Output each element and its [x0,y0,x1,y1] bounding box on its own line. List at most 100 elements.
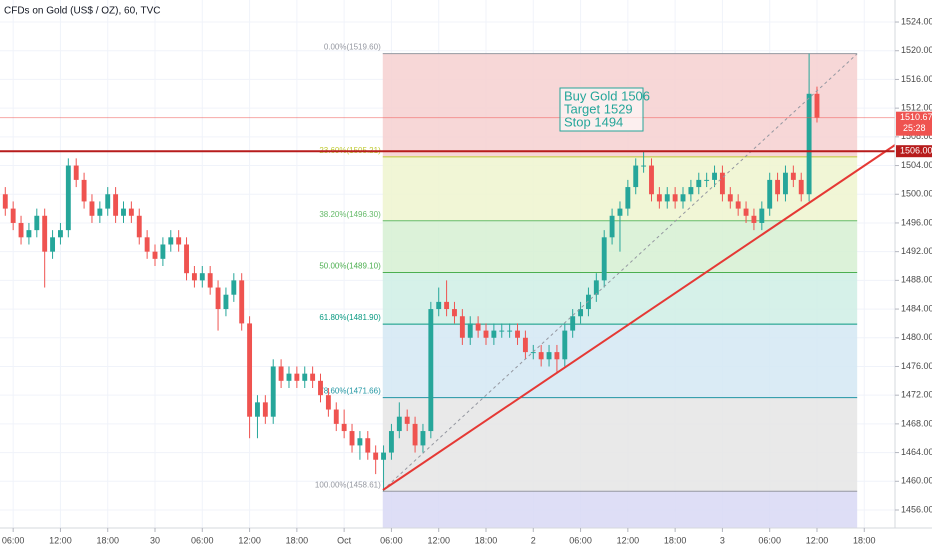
candle-body [34,215,40,231]
candle-body [105,194,111,209]
candle-body [475,323,481,331]
fib-label: 50.00%(1489.10) [319,262,381,271]
candle-body [483,330,489,338]
y-tick-label: 1488.00 [901,275,932,285]
x-tick-label: 06:00 [569,535,592,545]
fib-label: 0.00%(1519.60) [324,43,381,52]
x-tick-label: 2 [531,535,536,545]
y-tick-label: 1504.00 [901,160,932,170]
y-tick-label: 1480.00 [901,332,932,342]
candle-body [341,423,347,432]
candle-body [89,201,95,216]
x-tick-label: 06:00 [191,535,214,545]
candle-body [783,172,788,195]
candle-body [302,373,308,381]
candle-body [459,316,465,338]
x-tick-label: 18:00 [286,535,309,545]
x-tick-label: 18:00 [475,535,498,545]
fib-band [382,272,858,325]
y-tick-label: 1456.00 [901,504,932,514]
candle-body [160,244,166,259]
x-tick-label: 18:00 [664,535,687,545]
candle-body [349,431,355,446]
annotation-line: Target 1529 [564,101,633,116]
x-tick-label: 18:00 [853,535,876,545]
candle-body [247,323,253,417]
y-tick-label: 1520.00 [901,45,932,55]
last-price-label: 1510.67 [900,112,932,122]
candle-body [152,251,158,259]
fib-band [382,397,858,492]
candle-body [751,215,757,223]
candle-body [184,244,189,274]
candle-body [278,366,284,381]
annotation-line: Buy Gold 1506 [564,88,650,103]
candle-body [381,452,386,460]
annotation-box: Buy Gold 1506 Target 1529 Stop 1494 [559,87,650,132]
candle-body [223,294,229,310]
last-price-box [896,111,932,136]
candle-body [586,294,591,310]
candle-body [144,237,150,252]
candle-body [373,452,379,460]
candle-body [806,93,812,195]
candle-body [42,215,48,252]
entry-price-label: 1506.00 [900,146,932,156]
x-tick-label: Oct [337,535,352,545]
candle-body [719,172,725,195]
fib-label: 38.20%(1496.30) [319,210,381,219]
candle-body [609,215,615,238]
candle-body [617,208,623,216]
candle-body [499,330,505,332]
candle-body [538,352,544,360]
candles [2,53,820,492]
annotation-line: Stop 1494 [564,114,623,129]
countdown-label: 25:28 [903,123,926,133]
candle-body [168,237,174,245]
candle-body [420,431,426,446]
candle-body [530,352,536,354]
candle-body [404,416,410,424]
candle-body [625,187,631,209]
candle-body [735,201,741,209]
candle-body [73,165,79,180]
y-tick-label: 1516.00 [901,74,932,84]
candle-body [255,402,260,417]
candle-body [428,309,434,432]
x-tick-label: 12:00 [49,535,72,545]
candle-body [452,309,457,317]
fib-label: 100.00%(1458.61) [315,480,381,489]
candle-body [81,179,87,202]
x-tick-label: 12:00 [238,535,261,545]
candle-body [680,194,686,202]
candle-body [633,165,639,188]
y-tick-label: 1492.00 [901,246,932,256]
candle-body [570,316,576,331]
candle-body [727,194,733,202]
candle-body [318,380,323,396]
candle-body [743,208,749,216]
fib-band [382,324,858,398]
y-tick-label: 1512.00 [901,103,932,113]
annotation-frame [559,87,644,132]
candle-body [436,301,442,310]
candle-body [136,215,142,238]
axes: 1456.00 1460.00 1464.00 1468.00 1472.00 1476.… [2,16,932,545]
y-tick-label: 1508.00 [901,131,932,141]
candle-body [207,273,213,288]
candle-body [65,165,71,231]
x-tick-label: 06:00 [380,535,403,545]
candle-body [546,352,552,360]
fib-band [382,491,858,528]
candle-body [814,93,820,118]
x-tick-label: 06:00 [2,535,25,545]
candle-body [515,330,520,338]
candle-body [641,165,647,167]
y-tick-label: 1476.00 [901,361,932,371]
candle-body [767,179,773,209]
candle-body [491,330,497,338]
x-tick-label: 12:00 [617,535,640,545]
candle-body [412,423,418,446]
candle-body [239,280,245,324]
